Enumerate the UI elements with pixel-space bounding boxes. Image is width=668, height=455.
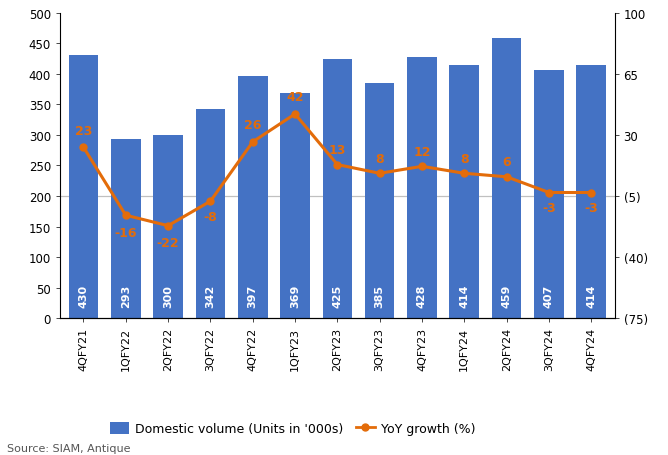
Text: 293: 293: [121, 284, 131, 308]
Bar: [196, 110, 225, 318]
Bar: [280, 94, 310, 318]
Text: -16: -16: [114, 226, 137, 239]
Bar: [365, 84, 395, 318]
Text: 459: 459: [502, 284, 512, 308]
Text: 23: 23: [75, 124, 92, 137]
Bar: [407, 57, 437, 318]
Text: 397: 397: [248, 284, 258, 308]
Text: 12: 12: [413, 145, 431, 158]
Text: 414: 414: [460, 284, 470, 308]
Bar: [492, 39, 522, 318]
Text: 8: 8: [375, 152, 384, 165]
Text: -22: -22: [157, 237, 179, 250]
Text: 385: 385: [375, 284, 385, 308]
Bar: [450, 66, 479, 318]
Text: Source: SIAM, Antique: Source: SIAM, Antique: [7, 443, 130, 453]
Text: 407: 407: [544, 284, 554, 308]
Text: 430: 430: [78, 284, 88, 308]
Text: 342: 342: [205, 284, 215, 308]
Bar: [323, 59, 352, 318]
Bar: [534, 71, 564, 318]
Text: 425: 425: [333, 284, 342, 308]
Bar: [111, 140, 140, 318]
Text: 13: 13: [329, 143, 346, 157]
Bar: [153, 136, 183, 318]
Text: 8: 8: [460, 152, 469, 165]
Text: -3: -3: [584, 202, 598, 215]
Text: 428: 428: [417, 284, 427, 308]
Text: 6: 6: [502, 156, 511, 169]
Text: 26: 26: [244, 119, 261, 132]
Text: 42: 42: [287, 91, 304, 104]
Text: -3: -3: [542, 202, 556, 215]
Text: 414: 414: [587, 284, 597, 308]
Bar: [238, 76, 267, 318]
Bar: [69, 56, 98, 318]
Legend: Domestic volume (Units in '000s), YoY growth (%): Domestic volume (Units in '000s), YoY gr…: [106, 417, 480, 440]
Text: 369: 369: [290, 284, 300, 308]
Text: 300: 300: [163, 285, 173, 308]
Text: -8: -8: [204, 211, 217, 223]
Bar: [576, 66, 606, 318]
